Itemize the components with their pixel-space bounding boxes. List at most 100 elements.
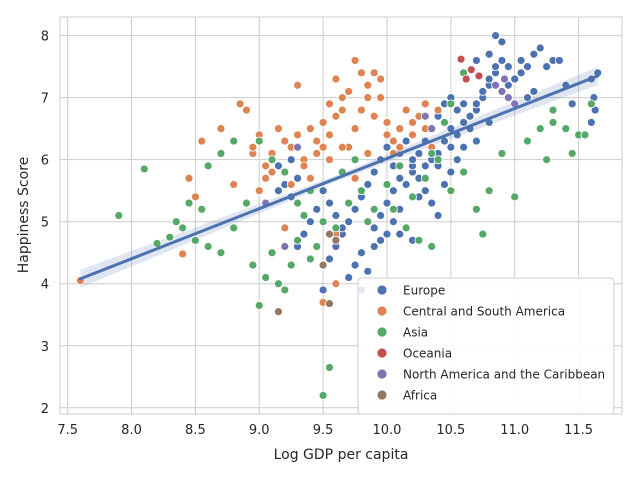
data-point (248, 142, 258, 152)
data-point (401, 223, 411, 233)
data-point (446, 167, 456, 177)
y-tick-label: 3 (41, 340, 49, 355)
data-point (312, 149, 322, 158)
data-point (318, 118, 328, 127)
data-point (325, 229, 334, 239)
data-point (395, 229, 405, 239)
data-point (363, 180, 373, 189)
data-point (357, 186, 366, 196)
data-point (471, 56, 481, 65)
data-point (497, 56, 507, 65)
data-point (420, 186, 430, 196)
legend-marker (376, 368, 388, 380)
data-point (261, 273, 271, 282)
data-point (388, 136, 398, 146)
data-point (586, 118, 596, 127)
regression-line (78, 74, 600, 281)
data-point (318, 217, 328, 227)
data-point (542, 155, 552, 165)
data-point (305, 217, 315, 227)
data-point (331, 111, 341, 121)
data-point (344, 217, 354, 227)
data-point (350, 56, 360, 65)
data-point (331, 74, 341, 84)
data-point (466, 65, 476, 75)
data-point (382, 198, 392, 208)
data-point (401, 105, 411, 115)
data-point (433, 211, 443, 220)
data-point (516, 68, 526, 78)
data-point (452, 155, 462, 165)
data-point (555, 56, 564, 65)
x-tick-label: 10.0 (373, 423, 402, 438)
data-point (503, 80, 513, 90)
data-point (590, 105, 600, 115)
y-tick-label: 6 (41, 154, 49, 169)
y-tick-label: 2 (41, 402, 49, 417)
data-point (369, 111, 379, 121)
data-point (274, 124, 283, 134)
data-point (242, 105, 251, 115)
data-point (350, 260, 360, 270)
x-tick-label: 7.5 (57, 423, 78, 438)
data-point (350, 124, 360, 134)
data-point (471, 99, 481, 109)
data-point (229, 180, 239, 189)
data-point (229, 223, 239, 233)
x-axis-label: Log GDP per capita (274, 447, 409, 463)
data-point (331, 279, 341, 289)
data-point (363, 149, 373, 158)
data-point (484, 186, 494, 196)
data-point (510, 192, 520, 202)
data-point (376, 74, 385, 84)
data-point (427, 198, 437, 208)
data-point (325, 130, 334, 140)
data-point (216, 149, 226, 158)
data-point (350, 204, 360, 214)
data-point (491, 80, 500, 90)
legend-marker (376, 284, 388, 296)
data-point (318, 285, 328, 295)
data-point (497, 87, 507, 96)
data-point (184, 198, 194, 208)
data-point (203, 242, 213, 251)
data-point (293, 198, 302, 208)
data-point (395, 124, 405, 134)
data-point (395, 161, 405, 171)
data-point (267, 155, 277, 165)
x-tick-label: 9.5 (313, 423, 334, 438)
data-point (203, 161, 213, 171)
legend-label: Asia (403, 326, 428, 340)
data-point (286, 260, 296, 270)
data-point (363, 80, 373, 90)
data-point (503, 93, 513, 103)
data-point (305, 173, 315, 183)
y-tick-labels: 2 3 4 5 6 7 8 (41, 30, 49, 417)
data-point (529, 49, 539, 59)
data-point (548, 118, 558, 127)
data-point (363, 93, 373, 103)
data-point (216, 124, 226, 134)
data-point (561, 124, 571, 134)
data-point (388, 204, 398, 214)
data-point (395, 142, 405, 152)
data-point (254, 186, 264, 196)
data-point (369, 167, 379, 177)
data-point (350, 173, 360, 183)
data-point (286, 180, 296, 189)
data-point (293, 235, 302, 245)
legend-label: Africa (403, 389, 437, 403)
x-tick-label: 9.0 (249, 423, 270, 438)
data-point (420, 161, 430, 171)
y-tick-label: 8 (41, 30, 49, 45)
data-point (433, 105, 443, 115)
data-point (388, 217, 398, 227)
data-point (305, 124, 315, 134)
data-point (459, 167, 469, 177)
data-point (382, 180, 392, 189)
data-point (331, 223, 341, 233)
data-point (318, 260, 328, 270)
data-point (312, 136, 322, 146)
data-point (184, 173, 194, 183)
data-point (491, 62, 500, 72)
